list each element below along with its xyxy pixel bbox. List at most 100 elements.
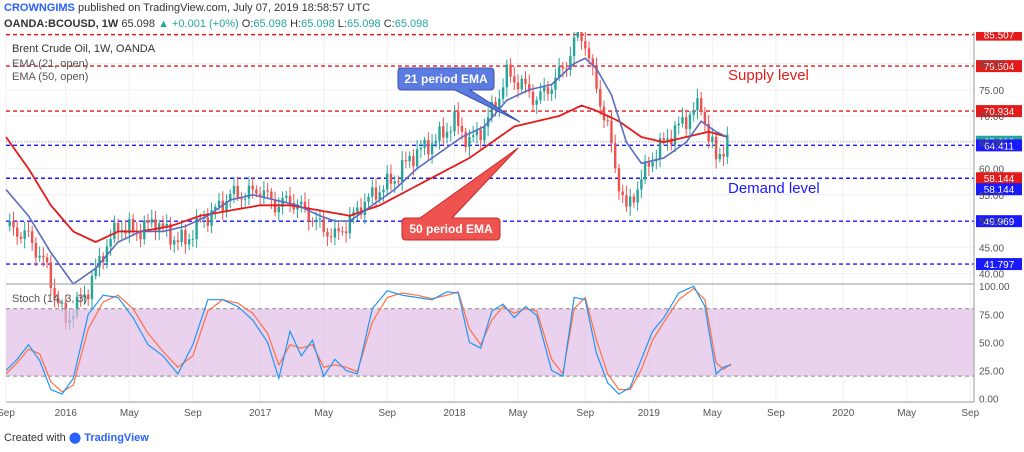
candle-body [258, 193, 262, 197]
price-level-tag [976, 60, 1022, 73]
candle-body [38, 255, 41, 258]
candle-body [225, 201, 228, 211]
stoch-tick-label: 25.00 [979, 367, 1004, 378]
candle-body [587, 48, 591, 59]
symbol-label: OANDA:BCOUSD, 1W [4, 18, 119, 30]
candle-body [628, 196, 632, 207]
candle-body [195, 217, 198, 240]
candle-body [550, 89, 553, 95]
stoch-tick-label: 0.00 [979, 395, 999, 406]
price-level-tag [976, 139, 1022, 152]
publish-header: CROWNGIMS published on TradingView.com, … [0, 0, 1024, 34]
candle-body [408, 155, 411, 162]
candle-body [314, 219, 318, 222]
author-name[interactable]: CROWNGIMS [4, 2, 75, 14]
candle-body [498, 98, 501, 109]
price-chart[interactable]: 85.50779.50470.93465.09864.41158.14458.1… [0, 32, 1024, 428]
candle-body [475, 129, 479, 136]
price-level-tag [976, 172, 1022, 185]
tradingview-link[interactable]: TradingView [84, 432, 149, 444]
candle-body [565, 68, 568, 70]
candle-body [501, 87, 505, 99]
candle-body [243, 198, 247, 200]
price-level-value: 64.411 [984, 141, 1014, 152]
candle-body [438, 126, 441, 141]
created-with-text: Created with [4, 432, 66, 444]
price-level-tag [976, 183, 1022, 196]
candle-body [30, 231, 34, 243]
candle-body [606, 120, 609, 122]
candle-body [643, 161, 647, 180]
ohlc-close: 65.098 [394, 18, 429, 30]
ohlc-c-label: C: [383, 18, 395, 30]
x-tick-label: May [509, 408, 528, 419]
candle-body [87, 294, 90, 300]
candle-body [251, 185, 254, 190]
candle-body [232, 185, 236, 194]
candle-body [240, 197, 243, 200]
candle-body [468, 136, 471, 148]
candle-body [83, 294, 86, 298]
candle-body [348, 215, 352, 234]
candle-body [217, 200, 221, 207]
candle-body [262, 190, 266, 197]
x-tick-label: 2017 [249, 408, 272, 419]
candle-body [430, 143, 434, 155]
price-tick-label: 40.00 [979, 270, 1004, 281]
candle-body [516, 82, 520, 90]
candle-body [520, 78, 523, 90]
candle-body [356, 207, 359, 212]
candle-body [277, 206, 281, 213]
candle-body [143, 220, 146, 240]
price-level-value: 41.797 [984, 260, 1015, 271]
price-level-value: 85.507 [984, 32, 1015, 42]
price-tick-label: 80.00 [979, 60, 1004, 71]
candle-body [154, 219, 157, 232]
price-level-tag [976, 258, 1022, 271]
stoch-tick-label: 50.00 [979, 338, 1004, 349]
demand-level-label: Demand level [728, 180, 820, 197]
candle-body [378, 192, 381, 200]
candle-body [561, 66, 565, 69]
candle-body [128, 218, 131, 234]
candle-body [60, 302, 64, 304]
candle-body [382, 189, 385, 193]
candle-body [722, 153, 725, 157]
candle-body [49, 262, 53, 288]
x-tick-label: Sep [767, 408, 785, 419]
ohlc-h-label: H: [290, 18, 302, 30]
candle-body [344, 231, 348, 234]
publish-line: CROWNGIMS published on TradingView.com, … [4, 2, 370, 14]
candle-body [184, 229, 187, 245]
candle-body [636, 189, 639, 203]
candle-body [666, 138, 669, 142]
candle-body [542, 87, 546, 92]
candle-body [595, 66, 598, 89]
candle-body [206, 217, 210, 226]
candle-body [464, 131, 467, 148]
candle-body [371, 187, 374, 197]
x-tick-label: Sep [184, 408, 202, 419]
stoch-band [6, 308, 974, 377]
candle-body [524, 78, 527, 85]
candle-body [658, 138, 662, 159]
x-tick-label: Sep [961, 408, 979, 419]
candle-body [75, 296, 79, 317]
candle-body [591, 58, 594, 67]
candle-body [98, 255, 101, 268]
candle-body [640, 179, 643, 190]
footer: Created with ⬤ TradingView [4, 431, 149, 444]
x-tick-label: Sep [576, 408, 594, 419]
candle-body [423, 140, 426, 148]
candle-body [662, 138, 666, 142]
candle-body [247, 185, 251, 199]
candle-body [23, 230, 26, 239]
x-tick-label: May [897, 408, 916, 419]
candle-body [12, 221, 15, 228]
price-tick-label: 45.00 [979, 243, 1004, 254]
candle-body [457, 111, 460, 126]
candle-body [412, 155, 415, 167]
x-tick-label: 2020 [832, 408, 855, 419]
candle-body [531, 91, 535, 105]
candle-body [57, 298, 60, 304]
